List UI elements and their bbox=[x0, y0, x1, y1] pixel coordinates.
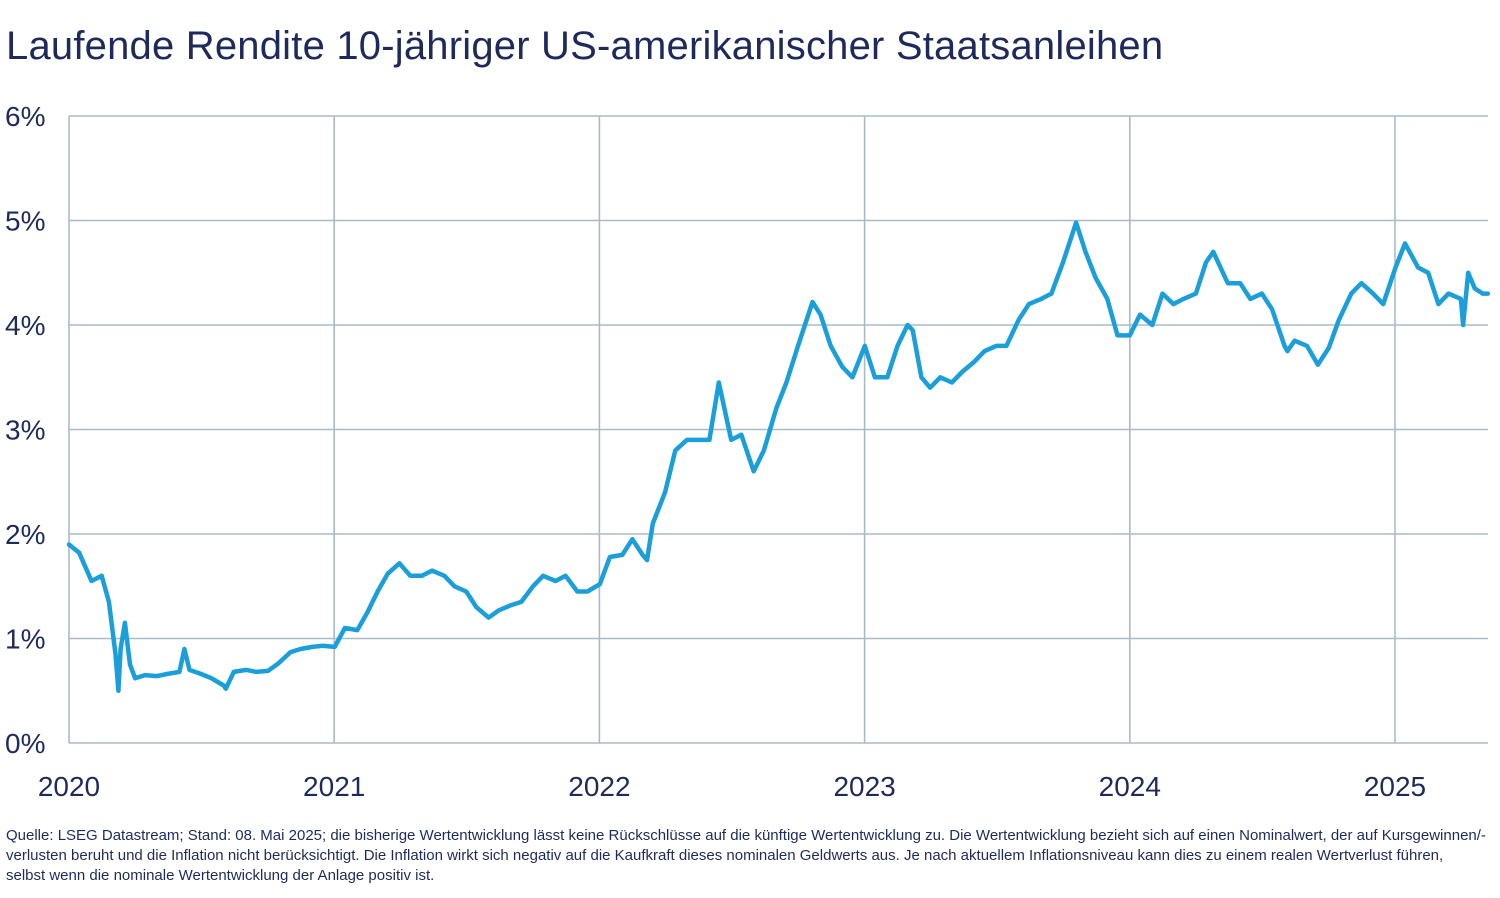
series-layer bbox=[66, 220, 1491, 694]
y-tick-label: 6% bbox=[5, 101, 45, 132]
y-tick-label: 3% bbox=[5, 415, 45, 446]
y-tick-label: 1% bbox=[5, 624, 45, 655]
x-tick-label: 2021 bbox=[303, 771, 365, 802]
source-footnote: Quelle: LSEG Datastream; Stand: 08. Mai … bbox=[6, 827, 1486, 884]
y-tick-labels: 0% 1% 2% 3% 4% 5% 6% bbox=[5, 101, 45, 759]
y-tick-label: 0% bbox=[5, 728, 45, 759]
chart-svg: 0% 1% 2% 3% 4% 5% 6% 2020 2021 2022 2023 2024 2025 bbox=[5, 101, 1491, 802]
x-tick-label: 2025 bbox=[1364, 771, 1426, 802]
y-tick-label: 2% bbox=[5, 519, 45, 550]
x-tick-label: 2020 bbox=[38, 771, 100, 802]
y-tick-label: 5% bbox=[5, 206, 45, 237]
series-line-0 bbox=[66, 220, 1491, 694]
grid-lines bbox=[68, 115, 1488, 744]
x-tick-label: 2024 bbox=[1099, 771, 1161, 802]
x-tick-labels: 2020 2021 2022 2023 2024 2025 bbox=[38, 771, 1426, 802]
x-tick-label: 2023 bbox=[833, 771, 895, 802]
x-tick-label: 2022 bbox=[568, 771, 630, 802]
y-tick-label: 4% bbox=[5, 310, 45, 341]
chart-title: Laufende Rendite 10-jähriger US-amerikan… bbox=[6, 24, 1164, 68]
